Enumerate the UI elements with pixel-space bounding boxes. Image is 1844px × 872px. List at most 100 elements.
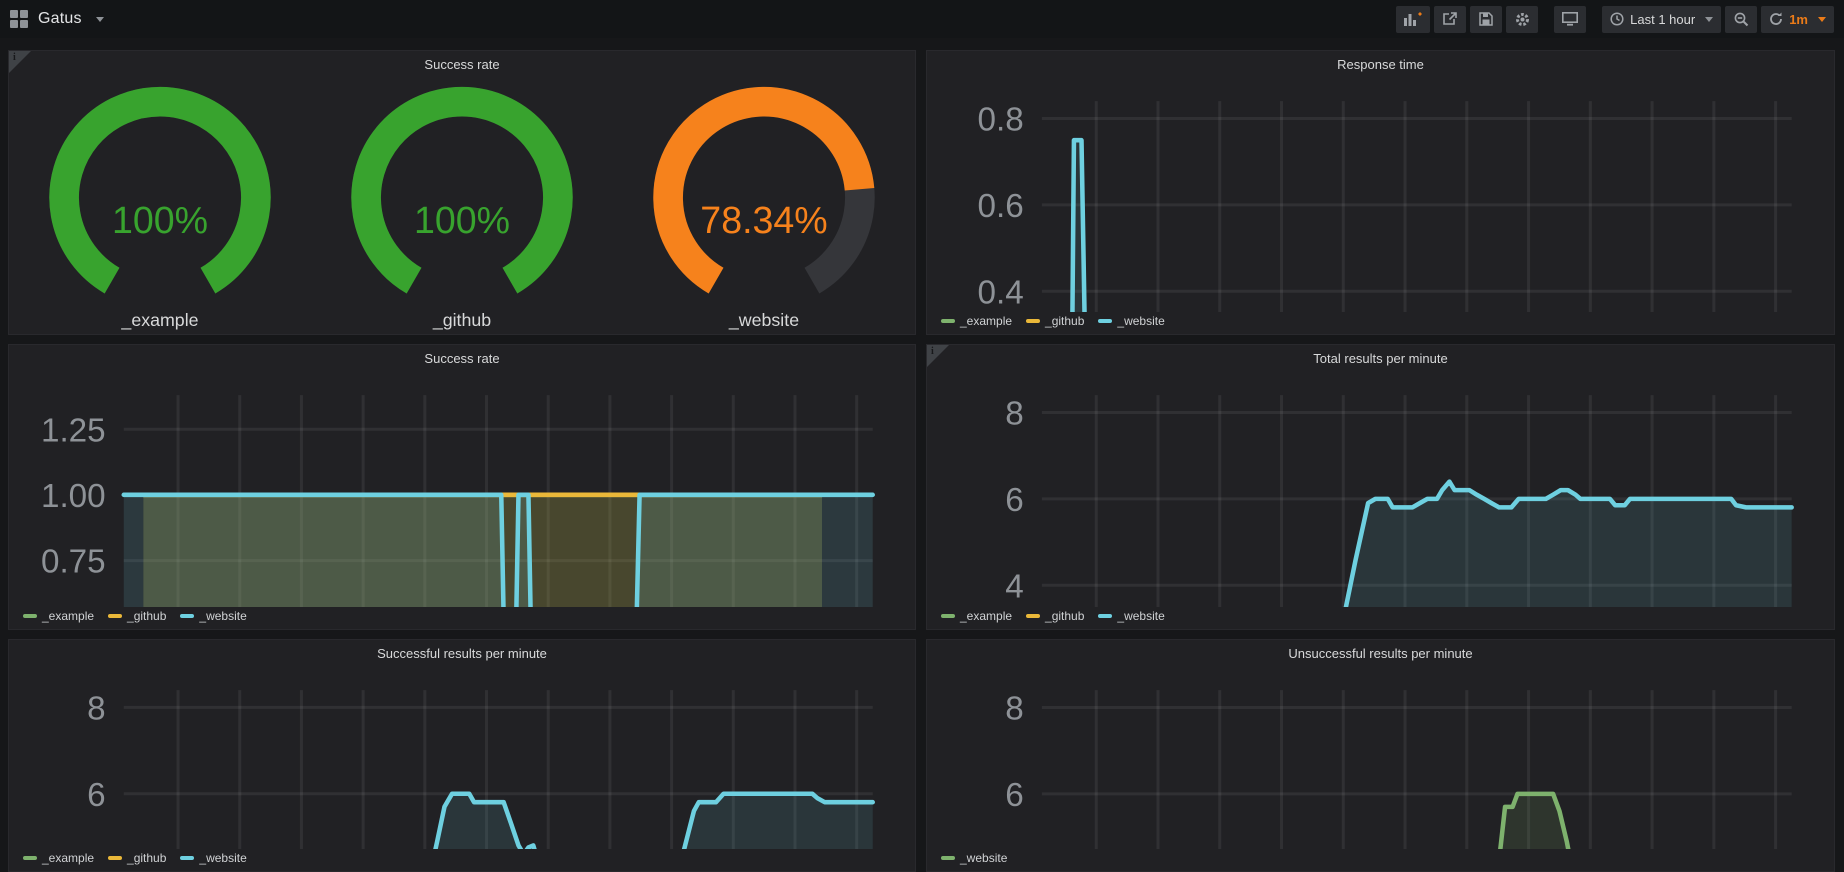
panel-success-rate-gauges: i Success rate 100% _example 100% _github 78…: [8, 50, 916, 335]
legend-label: _website: [199, 851, 247, 865]
legend-swatch: [23, 614, 37, 618]
refresh-interval-label: 1m: [1789, 11, 1808, 27]
legend-item-website[interactable]: _website: [1098, 609, 1165, 623]
share-button[interactable]: [1434, 5, 1467, 33]
chart-legend: _example _github _website: [9, 607, 915, 629]
svg-text:4: 4: [1005, 568, 1024, 605]
svg-text:0.8: 0.8: [978, 102, 1024, 139]
svg-text:6: 6: [1005, 482, 1024, 519]
panel-info-icon[interactable]: i: [927, 345, 949, 367]
gauge-value: 100%: [112, 199, 208, 241]
legend-label: _example: [42, 609, 95, 623]
legend-swatch: [1026, 614, 1041, 618]
legend-item-github[interactable]: _github: [108, 609, 166, 623]
legend-swatch: [1098, 614, 1113, 618]
tv-mode-icon: [1562, 12, 1579, 26]
legend-item-github[interactable]: _github: [108, 851, 166, 865]
svg-text:0.75: 0.75: [41, 544, 106, 581]
refresh-button[interactable]: 1m: [1761, 5, 1834, 33]
legend-item-github[interactable]: _github: [1026, 314, 1084, 328]
svg-text:6: 6: [1005, 777, 1024, 814]
panel-title[interactable]: Response time: [1337, 56, 1424, 72]
panel-title[interactable]: Success rate: [424, 56, 500, 72]
zoom-out-button[interactable]: [1725, 5, 1758, 33]
legend-label: _website: [1117, 609, 1165, 623]
unsuccessful-results-chart[interactable]: 11:1011:1511:2011:2511:3011:3511:4011:45…: [927, 666, 1834, 849]
legend-item-github[interactable]: _github: [1026, 609, 1084, 623]
legend-item-website[interactable]: _website: [180, 609, 247, 623]
svg-text:6: 6: [87, 777, 105, 814]
gauge-group: 100% _example 100% _github 78.34% _website: [9, 77, 915, 334]
legend-label: _github: [1045, 314, 1085, 328]
gauge-label: _website: [728, 310, 799, 331]
svg-text:8: 8: [1005, 691, 1024, 728]
share-icon: [1443, 12, 1457, 25]
time-range-label: Last 1 hour: [1630, 11, 1696, 27]
chart-legend: _example _github _website: [927, 607, 1834, 629]
legend-item-website[interactable]: _website: [180, 851, 247, 865]
legend-swatch: [941, 614, 955, 618]
panel-title[interactable]: Success rate: [424, 350, 500, 366]
chart-legend: _example _github _website: [927, 312, 1834, 334]
gauge-value: 78.34%: [700, 199, 827, 241]
gauge-example: 100% _example: [9, 77, 311, 334]
gauge-value: 100%: [414, 199, 510, 241]
gauge-label: _github: [432, 310, 491, 331]
legend-label: _example: [960, 314, 1013, 328]
legend-label: _website: [1117, 314, 1165, 328]
svg-text:0.4: 0.4: [978, 274, 1024, 311]
save-button[interactable]: [1470, 5, 1503, 33]
legend-item-example[interactable]: _example: [941, 314, 1012, 328]
caret-down-icon: [1705, 16, 1714, 22]
successful-results-chart[interactable]: 11:1011:1511:2011:2511:3011:3511:4011:45…: [9, 666, 915, 849]
legend-item-website[interactable]: _website: [941, 851, 1007, 865]
chart-legend: _example _github _website: [9, 849, 915, 871]
legend-swatch: [941, 856, 955, 860]
legend-label: _example: [42, 851, 95, 865]
legend-label: _example: [960, 609, 1013, 623]
legend-swatch: [180, 614, 195, 618]
legend-item-website[interactable]: _website: [1098, 314, 1165, 328]
dashboard-title[interactable]: Gatus: [38, 10, 82, 27]
svg-text:1.25: 1.25: [41, 412, 106, 449]
panel-title[interactable]: Total results per minute: [1313, 350, 1448, 366]
legend-item-example[interactable]: _example: [23, 609, 94, 623]
legend-label: _website: [960, 851, 1008, 865]
top-navbar: Gatus: [0, 0, 1844, 38]
legend-label: _github: [127, 851, 167, 865]
zoom-out-icon: [1734, 12, 1748, 26]
svg-text:8: 8: [87, 690, 105, 727]
panel-successful-results: Successful results per minute 11:1011:15…: [8, 639, 916, 872]
legend-swatch: [108, 614, 123, 618]
legend-label: _github: [127, 609, 167, 623]
add-panel-icon: [1404, 12, 1422, 26]
gear-icon: [1515, 12, 1529, 26]
legend-item-example[interactable]: _example: [941, 609, 1012, 623]
gauge-github: 100% _github: [311, 77, 613, 334]
caret-down-icon: [1818, 16, 1826, 22]
legend-swatch: [23, 856, 37, 860]
success-rate-chart[interactable]: 11:1011:1511:2011:2511:3011:3511:4011:45…: [9, 371, 915, 607]
dashboard-grid-icon[interactable]: [10, 10, 28, 28]
tv-mode-button[interactable]: [1554, 5, 1587, 33]
legend-label: _website: [199, 609, 247, 623]
svg-text:0.6: 0.6: [978, 188, 1024, 225]
legend-swatch: [108, 856, 123, 860]
total-results-chart[interactable]: 11:1011:1511:2011:2511:3011:3511:4011:45…: [927, 371, 1834, 607]
legend-item-example[interactable]: _example: [23, 851, 94, 865]
refresh-icon: [1770, 12, 1783, 25]
panel-response-time: Response time 11:1011:1511:2011:2511:301…: [926, 50, 1835, 335]
clock-icon: [1610, 12, 1624, 26]
panel-title[interactable]: Unsuccessful results per minute: [1288, 645, 1473, 661]
panel-info-icon[interactable]: i: [9, 51, 31, 73]
legend-swatch: [180, 856, 195, 860]
settings-button[interactable]: [1506, 5, 1539, 33]
panel-success-rate-timeseries: Success rate 11:1011:1511:2011:2511:3011…: [8, 344, 916, 630]
panel-unsuccessful-results: Unsuccessful results per minute 11:1011:…: [926, 639, 1835, 872]
time-range-picker[interactable]: Last 1 hour: [1602, 5, 1722, 33]
panel-total-results: i Total results per minute 11:1011:1511:…: [926, 344, 1835, 630]
legend-label: _github: [1045, 609, 1085, 623]
response-time-chart[interactable]: 11:1011:1511:2011:2511:3011:3511:4011:45…: [927, 77, 1834, 312]
add-panel-button[interactable]: [1396, 5, 1431, 33]
panel-title[interactable]: Successful results per minute: [377, 645, 547, 661]
